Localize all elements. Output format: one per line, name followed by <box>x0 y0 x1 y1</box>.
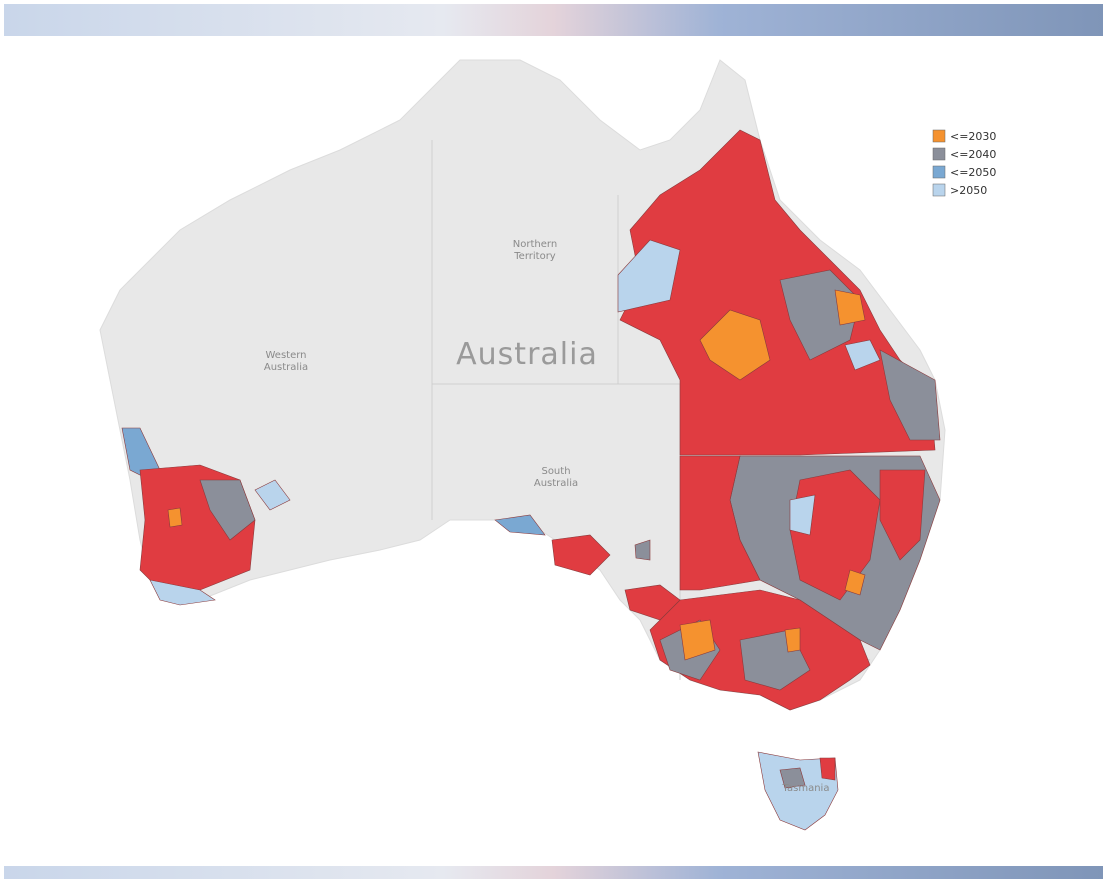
country-label: Australia <box>456 337 598 372</box>
footer-band <box>4 866 1103 879</box>
legend: <=2030 <=2040 <=2050 >2050 <box>932 129 996 197</box>
state-label: Tasmania <box>782 783 830 794</box>
legend-label: <=2030 <box>950 130 996 143</box>
state-label: South Australia <box>534 466 578 489</box>
regions <box>121 129 941 831</box>
header-band <box>4 4 1103 36</box>
legend-label: <=2040 <box>950 148 996 161</box>
legend-label: >2050 <box>950 184 987 197</box>
legend-swatch <box>932 183 946 197</box>
legend-label: <=2050 <box>950 166 996 179</box>
state-label: Northern Territory <box>513 239 557 262</box>
legend-swatch <box>932 129 946 143</box>
legend-swatch <box>932 165 946 179</box>
state-label: Western Australia <box>264 350 308 373</box>
legend-swatch <box>932 147 946 161</box>
